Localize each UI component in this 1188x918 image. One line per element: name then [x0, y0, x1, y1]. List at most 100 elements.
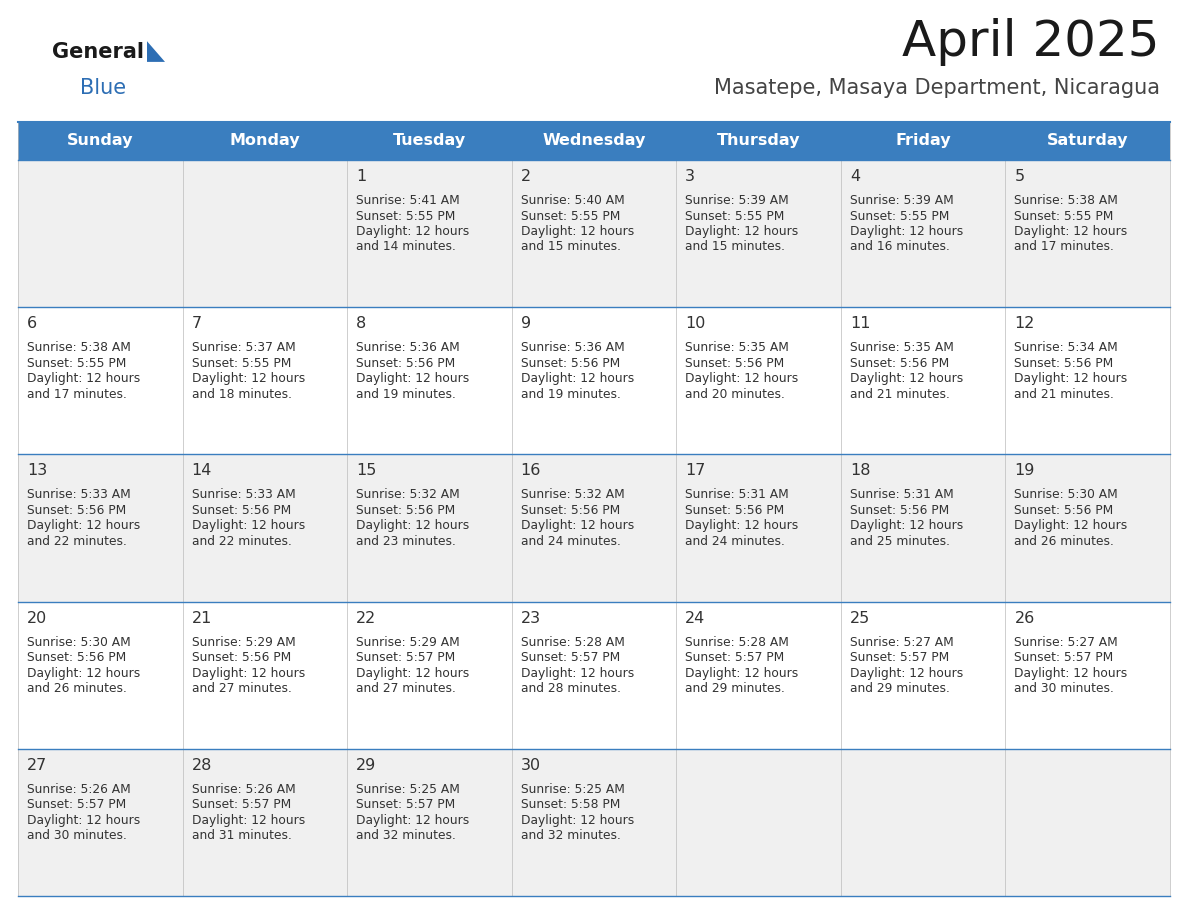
Text: Sunset: 5:57 PM: Sunset: 5:57 PM: [356, 651, 455, 664]
Text: Sunset: 5:56 PM: Sunset: 5:56 PM: [191, 651, 291, 664]
Text: Sunrise: 5:34 AM: Sunrise: 5:34 AM: [1015, 341, 1118, 354]
Text: Daylight: 12 hours: Daylight: 12 hours: [356, 813, 469, 827]
Polygon shape: [147, 41, 165, 62]
Text: Sunset: 5:57 PM: Sunset: 5:57 PM: [520, 651, 620, 664]
Text: Sunset: 5:56 PM: Sunset: 5:56 PM: [849, 357, 949, 370]
Text: Daylight: 12 hours: Daylight: 12 hours: [849, 225, 963, 238]
Text: Friday: Friday: [896, 133, 950, 149]
Text: 19: 19: [1015, 464, 1035, 478]
Text: Sunset: 5:57 PM: Sunset: 5:57 PM: [849, 651, 949, 664]
Text: Sunset: 5:57 PM: Sunset: 5:57 PM: [356, 799, 455, 812]
Text: Sunrise: 5:26 AM: Sunrise: 5:26 AM: [191, 783, 296, 796]
Bar: [18, 749, 1170, 896]
Text: Daylight: 12 hours: Daylight: 12 hours: [849, 520, 963, 532]
Text: Sunset: 5:56 PM: Sunset: 5:56 PM: [27, 504, 126, 517]
Text: Daylight: 12 hours: Daylight: 12 hours: [1015, 372, 1127, 386]
Text: Sunset: 5:56 PM: Sunset: 5:56 PM: [520, 504, 620, 517]
Text: 6: 6: [27, 316, 37, 331]
Text: Sunrise: 5:35 AM: Sunrise: 5:35 AM: [849, 341, 954, 354]
Text: and 15 minutes.: and 15 minutes.: [685, 241, 785, 253]
Text: and 30 minutes.: and 30 minutes.: [1015, 682, 1114, 695]
Text: Sunset: 5:56 PM: Sunset: 5:56 PM: [1015, 504, 1113, 517]
Text: Blue: Blue: [80, 78, 126, 98]
Text: Sunset: 5:56 PM: Sunset: 5:56 PM: [191, 504, 291, 517]
Text: and 17 minutes.: and 17 minutes.: [1015, 241, 1114, 253]
Text: Sunrise: 5:27 AM: Sunrise: 5:27 AM: [1015, 635, 1118, 649]
Text: Sunrise: 5:41 AM: Sunrise: 5:41 AM: [356, 194, 460, 207]
Text: Sunrise: 5:36 AM: Sunrise: 5:36 AM: [520, 341, 625, 354]
Text: and 22 minutes.: and 22 minutes.: [191, 535, 291, 548]
Text: Daylight: 12 hours: Daylight: 12 hours: [356, 666, 469, 679]
Text: Sunset: 5:57 PM: Sunset: 5:57 PM: [685, 651, 784, 664]
Text: and 30 minutes.: and 30 minutes.: [27, 829, 127, 843]
Text: Sunset: 5:56 PM: Sunset: 5:56 PM: [27, 651, 126, 664]
Text: and 19 minutes.: and 19 minutes.: [356, 387, 456, 400]
Text: Sunset: 5:56 PM: Sunset: 5:56 PM: [685, 357, 784, 370]
Text: 23: 23: [520, 610, 541, 625]
Text: Daylight: 12 hours: Daylight: 12 hours: [685, 666, 798, 679]
Text: Daylight: 12 hours: Daylight: 12 hours: [27, 666, 140, 679]
Text: 5: 5: [1015, 169, 1024, 184]
Text: and 32 minutes.: and 32 minutes.: [356, 829, 456, 843]
Text: Sunset: 5:56 PM: Sunset: 5:56 PM: [356, 504, 455, 517]
Text: 15: 15: [356, 464, 377, 478]
Text: 16: 16: [520, 464, 541, 478]
Text: Sunset: 5:56 PM: Sunset: 5:56 PM: [685, 504, 784, 517]
Text: and 28 minutes.: and 28 minutes.: [520, 682, 620, 695]
Text: Sunrise: 5:29 AM: Sunrise: 5:29 AM: [356, 635, 460, 649]
Text: Sunset: 5:58 PM: Sunset: 5:58 PM: [520, 799, 620, 812]
Text: and 26 minutes.: and 26 minutes.: [1015, 535, 1114, 548]
Text: 21: 21: [191, 610, 211, 625]
Text: 29: 29: [356, 757, 377, 773]
Text: Daylight: 12 hours: Daylight: 12 hours: [27, 813, 140, 827]
Text: Monday: Monday: [229, 133, 301, 149]
Text: 2: 2: [520, 169, 531, 184]
Text: Wednesday: Wednesday: [542, 133, 646, 149]
Text: and 14 minutes.: and 14 minutes.: [356, 241, 456, 253]
Text: Sunrise: 5:31 AM: Sunrise: 5:31 AM: [849, 488, 954, 501]
Text: and 21 minutes.: and 21 minutes.: [1015, 387, 1114, 400]
Text: Sunrise: 5:25 AM: Sunrise: 5:25 AM: [520, 783, 625, 796]
Text: Daylight: 12 hours: Daylight: 12 hours: [1015, 520, 1127, 532]
Text: 12: 12: [1015, 316, 1035, 331]
Text: Daylight: 12 hours: Daylight: 12 hours: [520, 372, 634, 386]
Text: Sunrise: 5:33 AM: Sunrise: 5:33 AM: [191, 488, 296, 501]
Bar: [18, 308, 1170, 454]
Text: Sunrise: 5:32 AM: Sunrise: 5:32 AM: [356, 488, 460, 501]
Text: Sunrise: 5:29 AM: Sunrise: 5:29 AM: [191, 635, 296, 649]
Text: General: General: [52, 42, 144, 62]
Text: Daylight: 12 hours: Daylight: 12 hours: [191, 666, 305, 679]
Text: Daylight: 12 hours: Daylight: 12 hours: [27, 372, 140, 386]
Text: Daylight: 12 hours: Daylight: 12 hours: [520, 666, 634, 679]
Text: Sunrise: 5:33 AM: Sunrise: 5:33 AM: [27, 488, 131, 501]
Text: and 29 minutes.: and 29 minutes.: [849, 682, 949, 695]
Text: 1: 1: [356, 169, 366, 184]
Text: Sunrise: 5:32 AM: Sunrise: 5:32 AM: [520, 488, 625, 501]
Text: Daylight: 12 hours: Daylight: 12 hours: [1015, 225, 1127, 238]
Bar: [18, 122, 1170, 160]
Text: 11: 11: [849, 316, 871, 331]
Text: 14: 14: [191, 464, 211, 478]
Text: Daylight: 12 hours: Daylight: 12 hours: [520, 225, 634, 238]
Text: 28: 28: [191, 757, 211, 773]
Text: and 29 minutes.: and 29 minutes.: [685, 682, 785, 695]
Text: Daylight: 12 hours: Daylight: 12 hours: [356, 520, 469, 532]
Text: Sunrise: 5:26 AM: Sunrise: 5:26 AM: [27, 783, 131, 796]
Text: 25: 25: [849, 610, 870, 625]
Text: and 16 minutes.: and 16 minutes.: [849, 241, 949, 253]
Text: Daylight: 12 hours: Daylight: 12 hours: [685, 520, 798, 532]
Text: Sunrise: 5:36 AM: Sunrise: 5:36 AM: [356, 341, 460, 354]
Text: 9: 9: [520, 316, 531, 331]
Text: Sunrise: 5:30 AM: Sunrise: 5:30 AM: [27, 635, 131, 649]
Text: 27: 27: [27, 757, 48, 773]
Text: Sunset: 5:55 PM: Sunset: 5:55 PM: [849, 209, 949, 222]
Bar: [18, 454, 1170, 601]
Text: Sunday: Sunday: [67, 133, 133, 149]
Bar: [18, 160, 1170, 308]
Text: Sunset: 5:57 PM: Sunset: 5:57 PM: [27, 799, 126, 812]
Text: Tuesday: Tuesday: [393, 133, 466, 149]
Text: and 18 minutes.: and 18 minutes.: [191, 387, 291, 400]
Text: and 15 minutes.: and 15 minutes.: [520, 241, 620, 253]
Text: 4: 4: [849, 169, 860, 184]
Text: Thursday: Thursday: [716, 133, 801, 149]
